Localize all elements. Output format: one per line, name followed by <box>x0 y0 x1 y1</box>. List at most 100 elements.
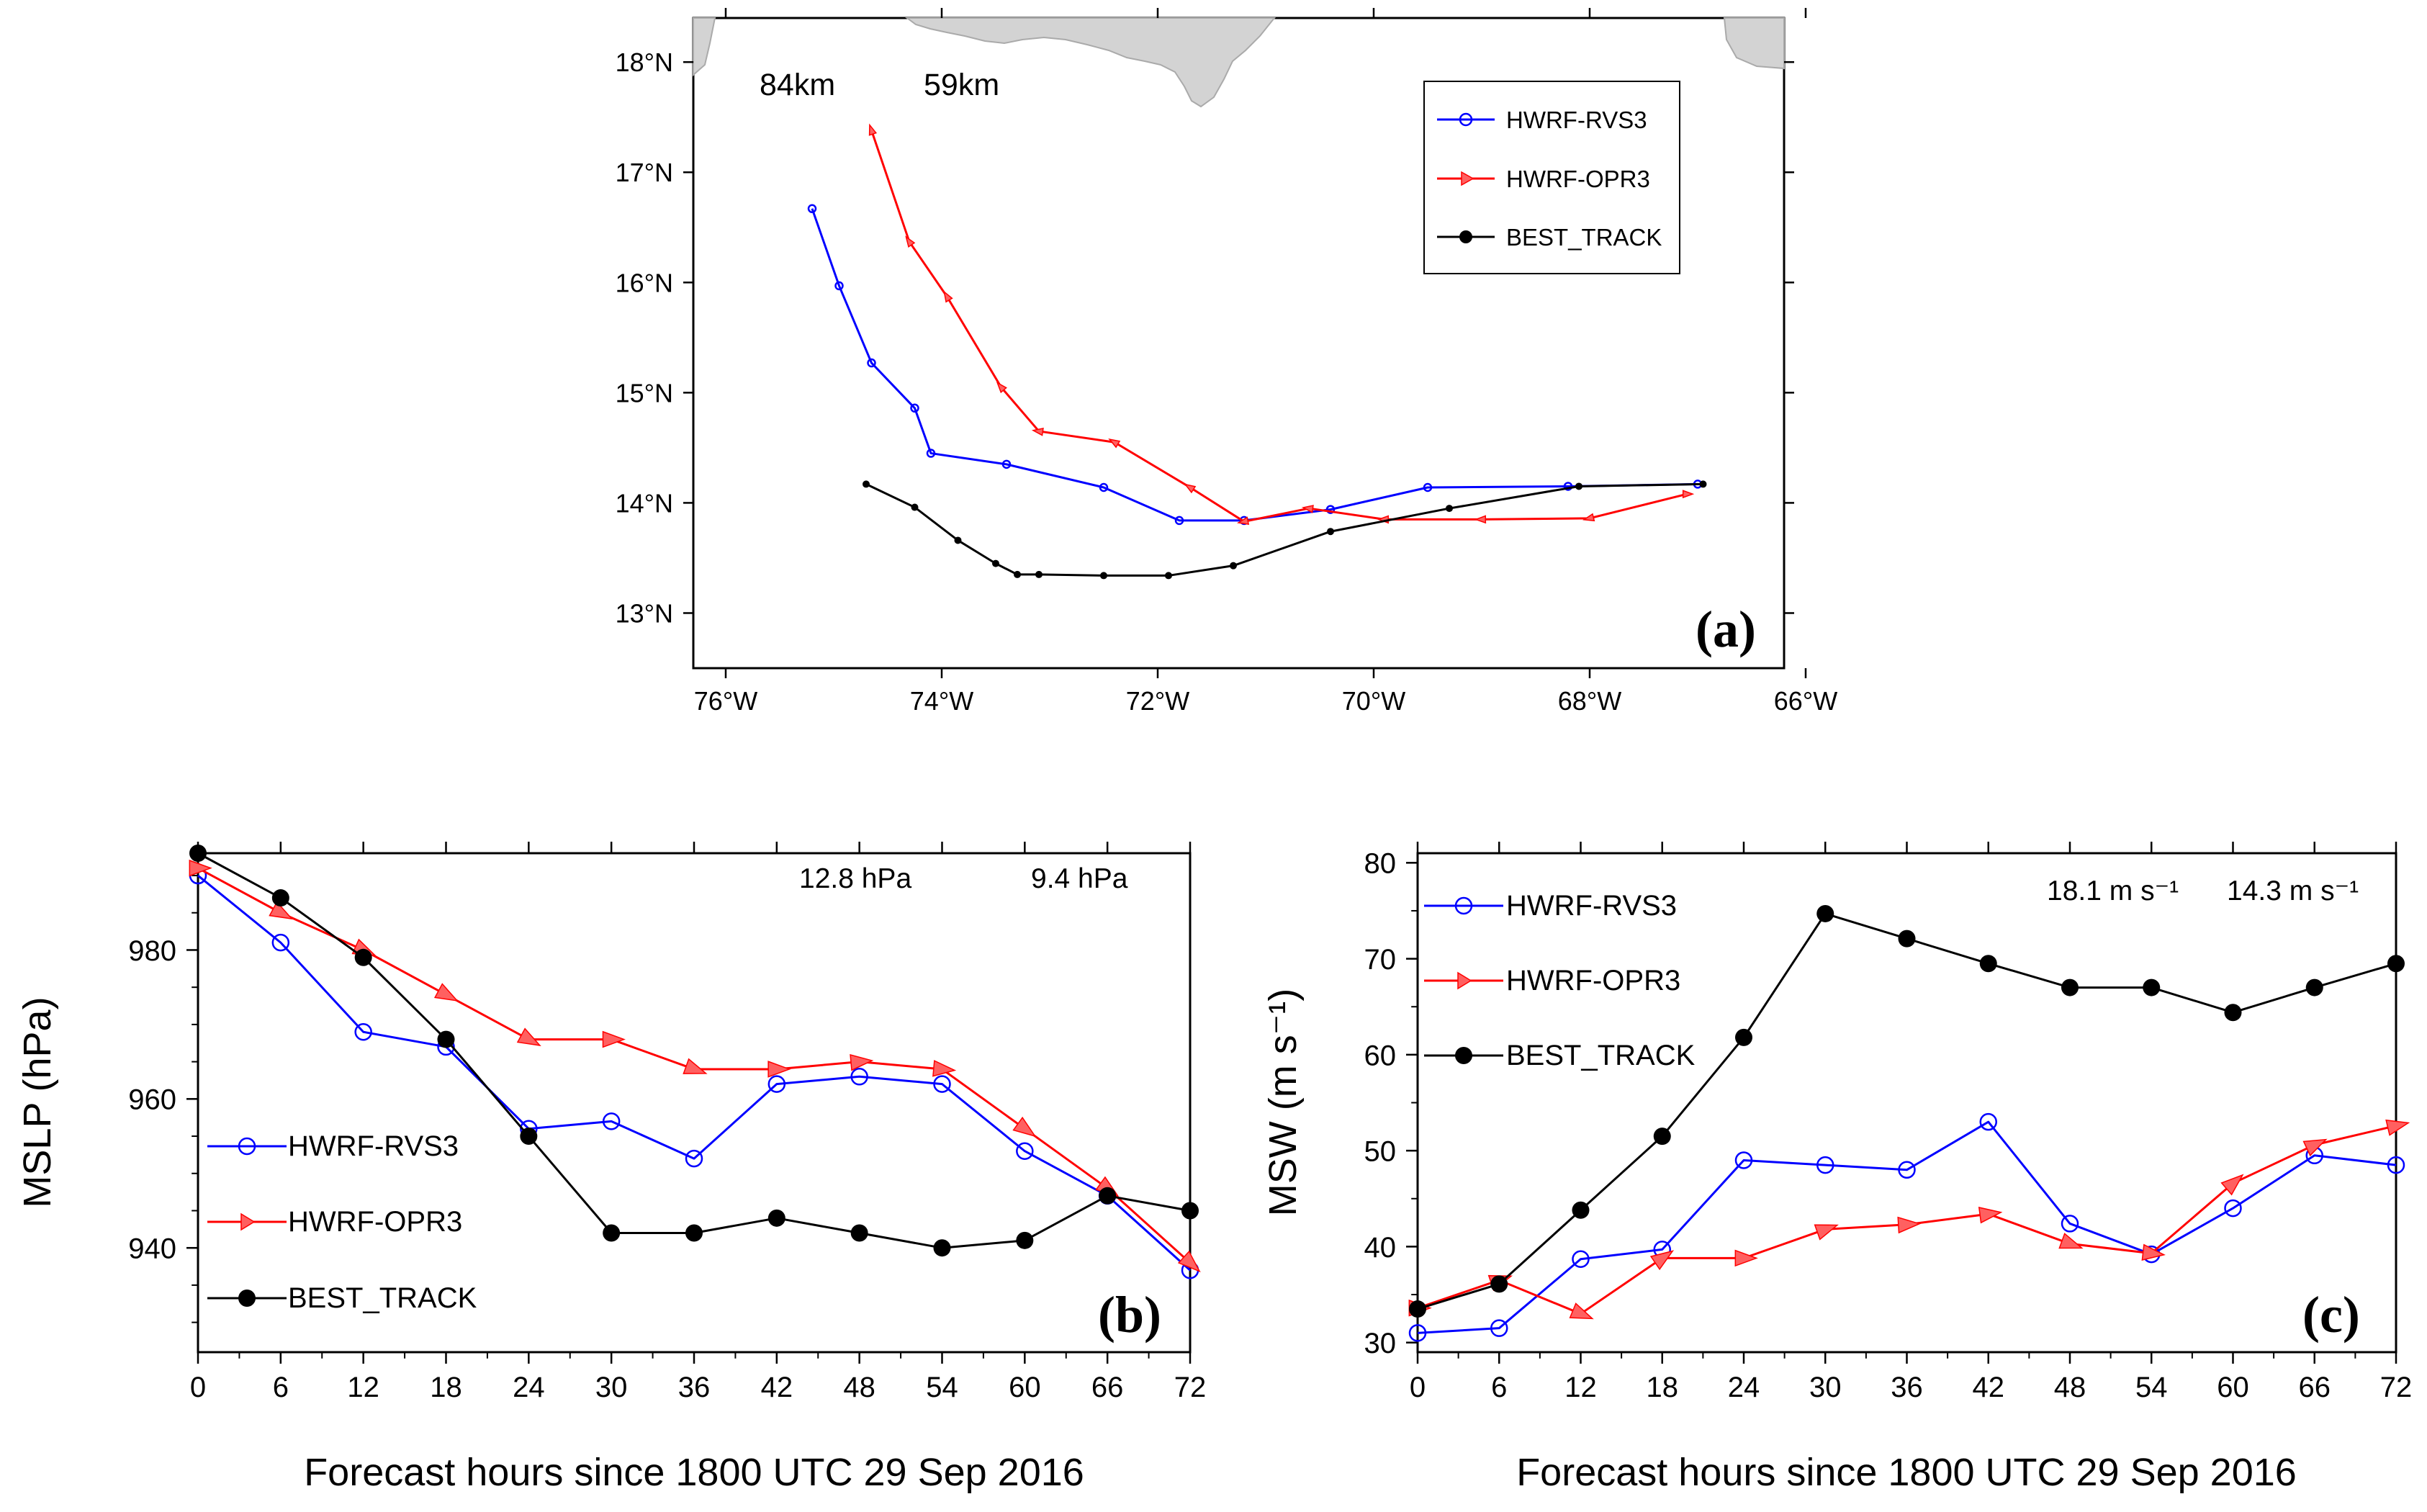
data-point-hwrf-opr3 <box>602 1030 626 1048</box>
data-point-hwrf-opr3 <box>269 901 294 920</box>
panel-c-axis-ticks: 0 6 12 18 24 30 36 42 48 54 60 66 72 30 40 50 60 70 80 <box>1364 842 2412 1403</box>
series-line-hwrf-rvs3 <box>197 874 1192 1272</box>
data-point-best-track <box>603 1224 621 1242</box>
x-tick-label: 48 <box>843 1372 875 1403</box>
data-point-hwrf-opr3 <box>1814 1224 1839 1241</box>
panel-a-label: (a) <box>1696 600 1756 658</box>
x-tick-label: 54 <box>2135 1372 2168 1403</box>
data-point-hwrf-opr3 <box>1177 1250 1201 1273</box>
data-point-best-track <box>1327 528 1334 536</box>
panel-a-axis-ticks: 76°W 74°W 72°W 70°W 68°W 66°W 13°N 14°N 15°N 16°N… <box>616 8 1837 716</box>
data-point-best-track <box>1099 1187 1117 1205</box>
legend-marker-rvs3 <box>1459 112 1473 127</box>
data-point-hwrf-opr3 <box>1649 1250 1675 1271</box>
data-point-hwrf-opr3 <box>868 123 878 136</box>
data-point-best-track <box>189 845 207 862</box>
data-point-best-track <box>1100 572 1107 580</box>
data-point-hwrf-rvs3 <box>1816 1156 1834 1174</box>
x-tick-label: 60 <box>1009 1372 1041 1403</box>
series-line-hwrf-rvs3 <box>811 208 1698 522</box>
panel-a-legend: HWRF-RVS3 HWRF-OPR3 BEST_TRACK <box>1423 81 1680 274</box>
data-point-best-track <box>1898 930 1916 948</box>
series-line-hwrf-rvs3 <box>1417 1120 2397 1334</box>
data-point-hwrf-opr3 <box>1897 1216 1922 1234</box>
x-tick-label: 66 <box>1091 1372 1124 1403</box>
annotation-opr3-mslp-error: 12.8 hPa <box>799 863 911 894</box>
panel-a-series <box>807 123 1707 580</box>
y-tick-label: 70 <box>1364 944 1397 976</box>
x-tick-label: 30 <box>595 1372 628 1403</box>
x-tick-label: 18 <box>430 1372 462 1403</box>
annotation-rvs3-error: 59km <box>924 68 999 102</box>
x-tick-label: 36 <box>1891 1372 1923 1403</box>
data-point-best-track <box>2387 955 2405 973</box>
x-tick-label: 70°W <box>1342 686 1405 716</box>
data-point-hwrf-rvs3 <box>1001 459 1012 469</box>
legend-label-rvs3: HWRF-RVS3 <box>1506 107 1647 133</box>
panel-c-label: (c) <box>2302 1286 2360 1344</box>
annotation-opr3-msw-error: 18.1 m s⁻¹ <box>2047 876 2179 906</box>
data-point-hwrf-opr3 <box>1012 1116 1037 1138</box>
data-point-best-track <box>1165 572 1172 580</box>
x-tick-label: 72°W <box>1126 686 1189 716</box>
legend-marker-opr3 <box>240 1212 256 1231</box>
data-point-hwrf-rvs3 <box>685 1149 703 1168</box>
panel-b-plot-area <box>197 852 1192 1354</box>
data-point-hwrf-opr3 <box>1569 1302 1594 1320</box>
x-tick-label: 66 <box>2299 1372 2331 1403</box>
y-tick-label: 16°N <box>616 268 673 297</box>
data-point-best-track <box>933 1239 951 1257</box>
land-mass-west <box>693 17 716 77</box>
legend-label-opr3: HWRF-OPR3 <box>288 1206 462 1238</box>
x-tick-label: 0 <box>1410 1372 1426 1403</box>
x-tick-label: 24 <box>513 1372 545 1403</box>
x-tick-label: 42 <box>761 1372 793 1403</box>
data-point-best-track <box>271 889 289 907</box>
data-point-best-track <box>1016 1231 1034 1249</box>
x-tick-label: 74°W <box>910 686 973 716</box>
data-point-hwrf-rvs3 <box>834 281 844 291</box>
data-point-best-track <box>1490 1275 1508 1293</box>
data-point-hwrf-opr3 <box>905 235 916 248</box>
panel-c-y-axis-label: MSW (m s⁻¹) <box>1261 989 1305 1216</box>
data-point-hwrf-rvs3 <box>1016 1142 1034 1160</box>
data-point-best-track <box>954 536 962 544</box>
data-point-hwrf-opr3 <box>1301 505 1314 513</box>
data-point-hwrf-rvs3 <box>850 1068 868 1086</box>
data-point-best-track <box>520 1128 538 1146</box>
y-tick-label: 980 <box>128 935 176 967</box>
data-point-best-track <box>911 503 919 511</box>
data-point-hwrf-rvs3 <box>2061 1215 2079 1233</box>
data-point-hwrf-rvs3 <box>1099 482 1109 492</box>
legend-marker-best-track <box>1455 1047 1472 1064</box>
data-point-hwrf-rvs3 <box>354 1022 372 1041</box>
legend-label-rvs3: HWRF-RVS3 <box>1506 890 1677 922</box>
x-tick-label: 54 <box>926 1372 958 1403</box>
data-point-best-track <box>1699 480 1707 488</box>
panel-b-label: (b) <box>1098 1286 1161 1344</box>
data-point-hwrf-opr3 <box>2141 1243 2166 1261</box>
panel-c-x-axis-label: Forecast hours since 1800 UTC 29 Sep 201… <box>1516 1451 2297 1494</box>
data-point-best-track <box>1035 570 1043 578</box>
y-tick-label: 940 <box>128 1233 176 1265</box>
panel-b-x-axis-label: Forecast hours since 1800 UTC 29 Sep 201… <box>304 1451 1084 1494</box>
y-tick-label: 40 <box>1364 1232 1397 1264</box>
x-tick-label: 0 <box>190 1372 206 1403</box>
legend-marker-opr3 <box>1457 971 1472 990</box>
y-tick-label: 30 <box>1364 1328 1397 1359</box>
data-point-hwrf-opr3 <box>2385 1119 2410 1136</box>
data-point-hwrf-opr3 <box>1184 483 1197 494</box>
x-tick-label: 48 <box>2054 1372 2086 1403</box>
y-tick-label: 13°N <box>616 598 673 628</box>
legend-label-best-track: BEST_TRACK <box>1506 1040 1696 1071</box>
x-tick-label: 66°W <box>1774 686 1837 716</box>
data-point-hwrf-opr3 <box>189 859 212 877</box>
data-point-best-track <box>685 1224 703 1242</box>
data-point-hwrf-opr3 <box>683 1058 708 1074</box>
data-point-best-track <box>1816 904 1834 922</box>
data-point-hwrf-rvs3 <box>2387 1156 2405 1174</box>
data-point-hwrf-opr3 <box>2220 1174 2244 1196</box>
legend-marker-best-track <box>238 1290 256 1307</box>
legend-marker-best-track <box>1459 230 1472 243</box>
data-point-best-track <box>863 480 870 488</box>
